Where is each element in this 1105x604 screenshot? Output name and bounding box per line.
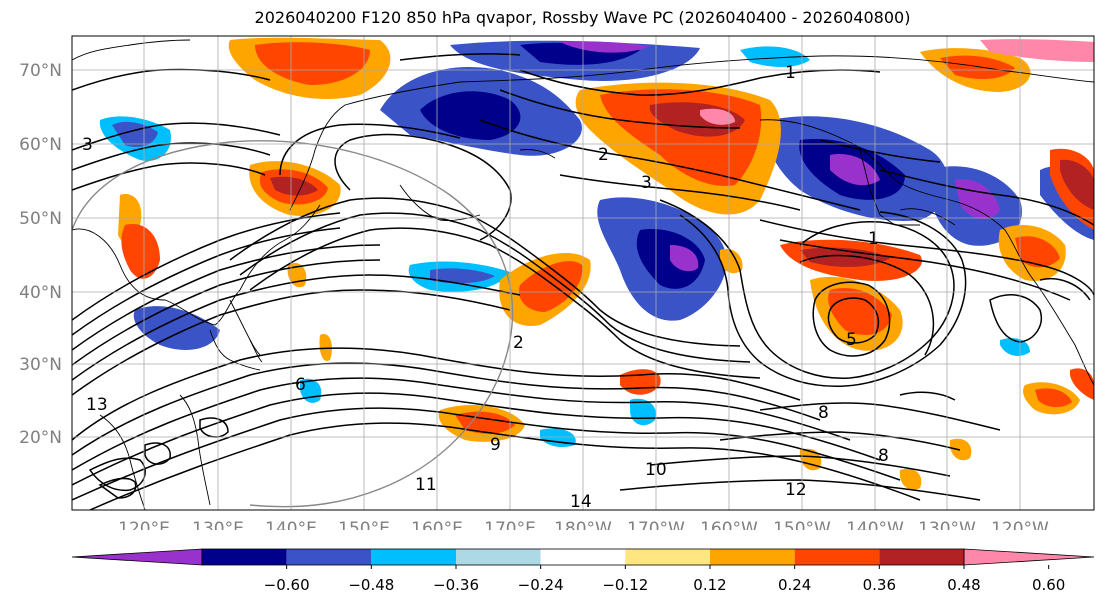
colorbar-segment: [202, 549, 287, 565]
latitude-label: 30°N: [19, 355, 62, 375]
contour-label: 13: [86, 395, 108, 415]
colorbar-tick-label: 0.60: [1032, 576, 1065, 594]
colorbar-segment: [286, 549, 372, 565]
colorbar-extend-low: [71, 548, 203, 566]
region-circle: [72, 140, 514, 508]
colorbar-tick-label: −0.36: [433, 576, 479, 594]
contour-labels: 1 2 3 1 5 8 9 10 11 12 13 14 2 3 6 8: [82, 63, 889, 512]
longitude-label: 130°W: [918, 519, 976, 530]
colorbar-ticks: −0.60 −0.48 −0.36 −0.24 −0.12 0.12 0.24 0.36 0.4…: [264, 565, 1065, 594]
colorbar-segment: [794, 549, 880, 565]
longitude-label: 160°E: [411, 519, 463, 530]
longitude-label: 170°E: [484, 519, 536, 530]
colorbar-tick-label: −0.48: [348, 576, 394, 594]
colorbar-outline: [201, 548, 965, 566]
contour-label: 12: [785, 480, 807, 500]
map-plot: 1 2 3 1 5 8 9 10 11 12 13 14 2 3 6 8 70°…: [19, 35, 1095, 530]
colorbar-tick-label: 0.36: [863, 576, 896, 594]
colorbar-segment: [710, 549, 795, 565]
longitude-label: 120°E: [118, 519, 170, 530]
contour-label: 9: [490, 435, 501, 455]
latitude-label: 40°N: [19, 283, 62, 303]
latitude-label: 70°N: [19, 61, 62, 81]
contour-label: 14: [570, 492, 592, 512]
colorbar-segment: [625, 549, 710, 565]
colorbar-tick-label: −0.24: [518, 576, 564, 594]
longitude-label: 170°W: [627, 519, 685, 530]
colorbar-tick-label: −0.60: [264, 576, 310, 594]
map-title: 2026040200 F120 850 hPa qvapor, Rossby W…: [254, 8, 911, 27]
colorbar-segment: [456, 549, 541, 565]
contour-label: 11: [415, 475, 437, 495]
colorbar-segments: [71, 548, 1095, 566]
plot-frame: [71, 35, 1095, 511]
longitude-label: 130°E: [192, 519, 244, 530]
contour-label: 8: [818, 403, 829, 423]
qvapor-anomaly-fills: [99, 37, 1094, 490]
colorbar-segment: [879, 549, 964, 565]
colorbar-extend-high: [963, 548, 1095, 566]
contour-label: 3: [82, 135, 93, 155]
colorbar-tick-label: −0.12: [602, 576, 648, 594]
longitude-label: 140°W: [846, 519, 904, 530]
contour-label: 3: [641, 173, 652, 193]
longitude-label: 140°E: [265, 519, 317, 530]
longitude-label: 150°E: [338, 519, 390, 530]
contour-label: 10: [645, 460, 667, 480]
longitude-label: 160°W: [700, 519, 758, 530]
contour-label: 6: [295, 375, 306, 395]
latitude-label: 20°N: [19, 428, 62, 448]
colorbar-tick-label: 0.48: [947, 576, 980, 594]
colorbar-tick-label: 0.24: [778, 576, 811, 594]
latitude-label: 60°N: [19, 135, 62, 155]
colorbar-segment: [371, 549, 456, 565]
colorbar-tick-label: 0.12: [693, 576, 726, 594]
longitude-label: 180°W: [554, 519, 612, 530]
latitude-label: 50°N: [19, 209, 62, 229]
contour-label: 2: [598, 145, 609, 165]
contour-label: 2: [513, 333, 524, 353]
longitude-labels: 120°E 130°E 140°E 150°E 160°E 170°E 180°W 170°W…: [118, 519, 1049, 530]
contour-label: 5: [846, 330, 857, 350]
grid-lines: [72, 36, 1094, 510]
longitude-label: 150°W: [773, 519, 831, 530]
contour-label: 1: [785, 63, 796, 83]
contour-label: 1: [868, 229, 879, 249]
colorbar-segment: [540, 549, 626, 565]
longitude-label: 120°W: [991, 519, 1049, 530]
contour-label: 8: [878, 446, 889, 466]
latitude-labels: 70°N 60°N 50°N 40°N 30°N 20°N: [19, 61, 62, 448]
